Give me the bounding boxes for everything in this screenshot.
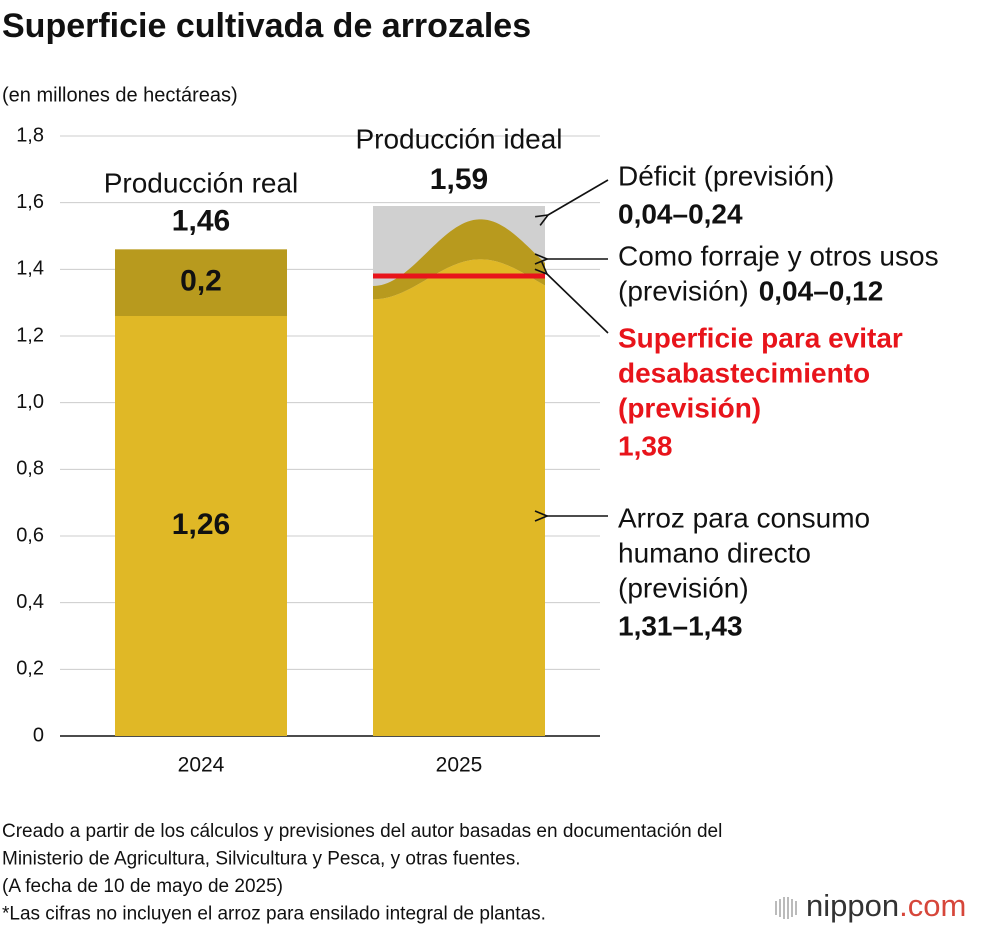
x-tick-label: 2024 [178, 754, 225, 777]
annotation-arrow [547, 274, 609, 334]
annotation-text: Déficit (previsión) [618, 160, 834, 191]
annotation-text: (previsión) [618, 572, 749, 603]
logo-mark [787, 897, 789, 919]
annotation-text: desabastecimiento [618, 357, 870, 388]
y-tick-label: 0,8 [16, 458, 44, 480]
total-label: 1,59 [430, 163, 488, 196]
annotation-text: Superficie para evitar [618, 322, 903, 353]
total-label: 1,46 [172, 204, 230, 237]
footnote: Ministerio de Agricultura, Silvicultura … [2, 849, 521, 870]
bar-segment [115, 316, 287, 736]
logo-text: nippon.com [806, 888, 966, 923]
y-tick-label: 1,4 [16, 258, 44, 280]
x-tick-label: 2025 [436, 754, 483, 777]
annotation-value: 0,04–0,24 [618, 198, 743, 229]
chart-title: Superficie cultivada de arrozales [2, 7, 531, 45]
annotation-text: Como forraje y otros usos [618, 240, 939, 271]
logo-mark [783, 897, 785, 919]
bar-segment [115, 249, 287, 316]
y-tick-label: 0,6 [16, 524, 44, 546]
annotation-value: 1,38 [618, 430, 673, 461]
annotation-text: (previsión) [618, 275, 749, 306]
y-tick-label: 1,2 [16, 324, 44, 346]
logo-part: nippon [806, 888, 899, 923]
y-axis-label: (en millones de hectáreas) [2, 84, 238, 106]
y-tick-label: 1,0 [16, 391, 44, 413]
annotation-text: (previsión) [618, 392, 761, 423]
bar-caption: Producción real [104, 168, 299, 199]
bar-caption: Producción ideal [355, 123, 562, 154]
logo-mark [779, 899, 781, 917]
annotation-text: humano directo [618, 537, 811, 568]
human-range [373, 259, 545, 736]
logo-part: .com [899, 888, 966, 923]
footnote: Creado a partir de los cálculos y previs… [2, 821, 722, 842]
footnote: (A fecha de 10 de mayo de 2025) [2, 876, 283, 897]
logo-mark [791, 899, 793, 917]
annotation-text: Arroz para consumo [618, 502, 870, 533]
y-tick-label: 0,2 [16, 658, 44, 680]
y-tick-label: 1,8 [16, 124, 44, 146]
forage-range [373, 219, 545, 300]
annotation-arrow [548, 179, 609, 215]
footnote: *Las cifras no incluyen el arroz para en… [2, 904, 546, 925]
segment-label: 1,26 [172, 508, 230, 541]
logo-mark [795, 901, 797, 915]
y-tick-label: 0 [33, 724, 44, 746]
logo: nippon.com [775, 888, 966, 923]
annotation-value: 0,04–0,12 [759, 275, 884, 306]
logo-mark [775, 901, 777, 915]
y-tick-label: 0,4 [16, 591, 44, 613]
annotation-value: 1,31–1,43 [618, 610, 743, 641]
y-tick-label: 1,6 [16, 191, 44, 213]
segment-label: 0,2 [180, 265, 222, 298]
